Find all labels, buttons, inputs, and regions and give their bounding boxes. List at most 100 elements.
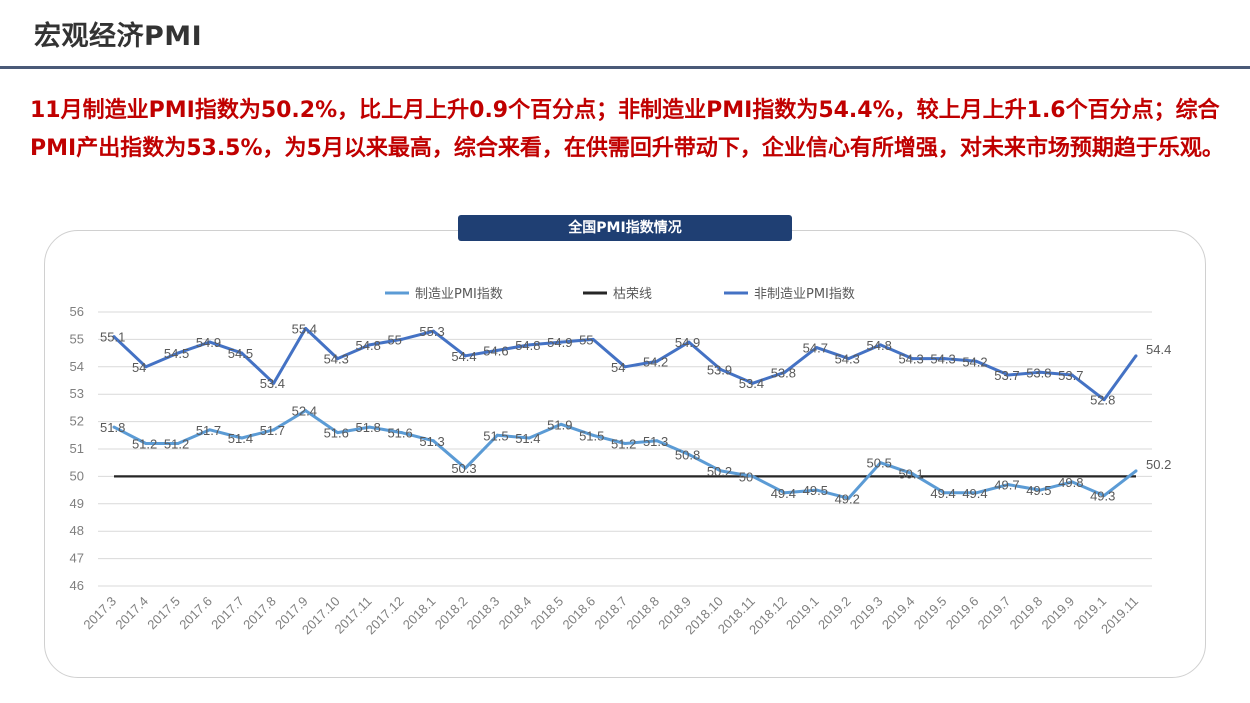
data-point	[240, 351, 244, 355]
data-point	[623, 442, 627, 446]
data-label: 50.2	[1146, 457, 1171, 472]
data-label: 54.3	[324, 352, 349, 367]
data-label: 51.5	[483, 428, 508, 443]
y-tick-label: 52	[70, 414, 84, 429]
data-point	[879, 343, 882, 347]
data-point	[208, 340, 212, 344]
data-point	[1006, 373, 1010, 377]
data-label: 51.6	[387, 426, 412, 441]
data-label: 54	[611, 360, 625, 375]
data-label: 49.4	[962, 486, 987, 501]
x-tick-label: 2018.8	[623, 594, 662, 633]
x-tick-label: 2017.8	[240, 594, 279, 633]
data-point	[942, 491, 946, 495]
data-point	[1070, 480, 1074, 484]
data-point	[623, 365, 627, 369]
x-tick-label: 2018.3	[464, 594, 503, 633]
y-tick-label: 51	[70, 441, 84, 456]
data-point	[1006, 483, 1010, 487]
y-tick-label: 47	[70, 551, 84, 566]
data-point	[431, 329, 435, 333]
data-label: 51.6	[324, 426, 349, 441]
data-label: 53.8	[771, 365, 796, 380]
x-tick-label: 2017.6	[176, 594, 215, 633]
data-point	[272, 381, 276, 385]
data-label: 55	[579, 332, 593, 347]
data-label: 49.5	[803, 483, 828, 498]
data-label: 54.2	[643, 354, 668, 369]
data-label: 53.8	[1026, 365, 1051, 380]
data-point	[1102, 398, 1106, 402]
data-label: 50.5	[867, 456, 892, 471]
data-label: 49.8	[1058, 475, 1083, 490]
data-label: 51.9	[547, 417, 572, 432]
header-divider	[0, 66, 1250, 69]
data-point	[1102, 494, 1106, 498]
x-tick-label: 2017.5	[144, 594, 183, 633]
data-label: 49.5	[1026, 483, 1051, 498]
data-point	[272, 428, 276, 432]
data-label: 54.7	[803, 341, 828, 356]
data-label: 55.3	[419, 324, 444, 339]
data-point	[208, 428, 212, 432]
x-tick-label: 2019.5	[911, 594, 950, 633]
data-point	[847, 357, 851, 361]
data-label: 54.9	[675, 335, 700, 350]
data-label: 51.7	[260, 423, 285, 438]
x-tick-label: 2019.3	[847, 594, 886, 633]
data-label: 51.3	[419, 434, 444, 449]
data-label: 55	[387, 332, 401, 347]
data-label: 50.1	[898, 467, 923, 482]
data-label: 54.5	[228, 346, 253, 361]
data-label: 53.4	[739, 376, 764, 391]
data-point	[687, 340, 691, 344]
x-tick-label: 2019.1	[783, 594, 822, 633]
data-point	[719, 368, 723, 372]
data-point	[336, 431, 340, 435]
data-point	[240, 436, 244, 440]
data-point	[1038, 488, 1042, 492]
data-point	[527, 343, 531, 347]
data-point	[1070, 373, 1074, 377]
data-label: 51.5	[579, 428, 604, 443]
data-point	[176, 351, 180, 355]
data-point	[336, 357, 340, 361]
data-point	[431, 439, 435, 443]
data-label: 54.3	[898, 352, 923, 367]
data-label: 54.4	[451, 349, 476, 364]
data-point	[1038, 370, 1042, 374]
data-point	[399, 431, 403, 435]
x-tick-label: 2019.8	[1007, 594, 1046, 633]
legend-label: 非制造业PMI指数	[754, 287, 855, 302]
data-label: 54.2	[962, 354, 987, 369]
y-tick-label: 48	[70, 523, 84, 538]
data-label: 53.9	[707, 363, 732, 378]
data-label: 51.7	[196, 423, 221, 438]
data-label: 54	[132, 360, 146, 375]
data-label: 53.7	[994, 368, 1019, 383]
data-label: 51.2	[132, 437, 157, 452]
data-label: 54.3	[835, 352, 860, 367]
data-label: 54.6	[483, 343, 508, 358]
data-label: 51.2	[164, 437, 189, 452]
data-label: 53.7	[1058, 368, 1083, 383]
x-tick-label: 2018.7	[591, 594, 630, 633]
data-label: 51.8	[100, 420, 125, 435]
x-tick-label: 2019.2	[815, 594, 854, 633]
data-label: 54.5	[164, 346, 189, 361]
legend: 制造业PMI指数 枯荣线 非制造业PMI指数	[385, 287, 855, 302]
x-tick-label: 2018.1	[400, 594, 439, 633]
data-point	[463, 354, 467, 358]
data-label: 49.3	[1090, 489, 1115, 504]
data-point	[495, 433, 499, 437]
legend-label: 制造业PMI指数	[415, 287, 503, 302]
data-label: 50	[739, 469, 753, 484]
y-tick-label: 55	[70, 331, 84, 346]
data-labels-layer: 51.8 51.2 51.2 51.7 51.4 51.7 52.4 51.6 51.8 51.6…	[100, 321, 1171, 506]
data-point	[783, 491, 787, 495]
data-label: 54.8	[356, 338, 381, 353]
data-point	[974, 491, 978, 495]
page-title: 宏观经济PMI	[34, 21, 203, 52]
data-label: 52.8	[1090, 393, 1115, 408]
